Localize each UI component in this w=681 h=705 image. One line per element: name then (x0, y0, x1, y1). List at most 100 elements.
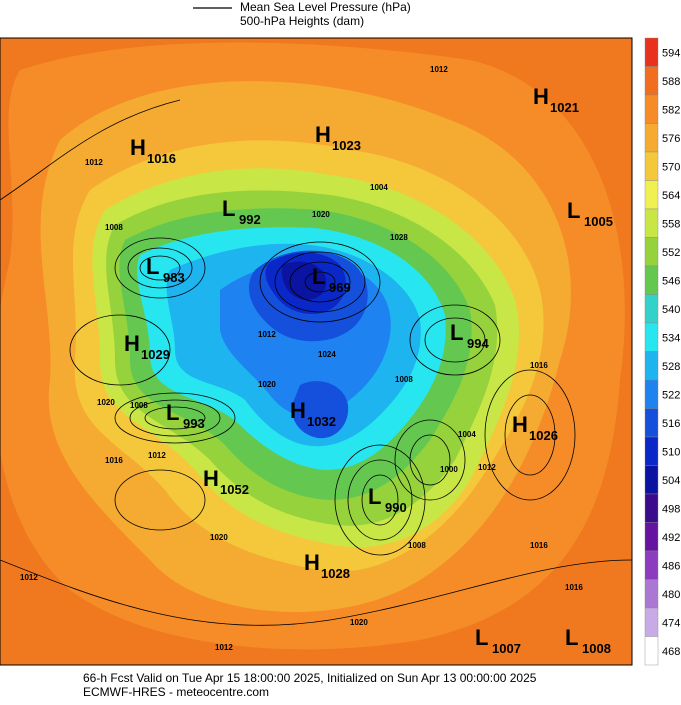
colorbar-tick-label: 528 (662, 361, 680, 373)
isobar-label: 1024 (318, 350, 336, 359)
center-value: 1023 (332, 138, 361, 153)
isobar-label: 1016 (530, 361, 548, 370)
center-kind: L (312, 264, 325, 289)
colorbar-segment (644, 94, 659, 124)
colorbar-segment (644, 322, 659, 352)
center-kind: L (368, 484, 381, 509)
colorbar-tick-label: 492 (662, 532, 680, 544)
colorbar-segment (644, 636, 659, 666)
colorbar-tick-label: 522 (662, 389, 680, 401)
center-value: 1026 (529, 428, 558, 443)
colorbar-segment (644, 237, 659, 267)
isobar-label: 1020 (258, 380, 276, 389)
colorbar-tick-label: 468 (662, 646, 680, 658)
center-kind: L (450, 320, 463, 345)
isobar-label: 1012 (430, 65, 448, 74)
height-band (291, 381, 349, 439)
center-kind: H (315, 122, 331, 147)
center-value: 1005 (584, 214, 613, 229)
isobar-label: 1016 (105, 456, 123, 465)
isobar-label: 1012 (258, 330, 276, 339)
colorbar-tick-label: 582 (662, 104, 680, 116)
colorbar-tick-label: 510 (662, 446, 680, 458)
isobar-label: 1004 (370, 183, 388, 192)
isobar-label: 1012 (85, 158, 103, 167)
colorbar: 594 588 582 576 570 564 558 552 546 540 534 528 522 5… (644, 37, 680, 666)
center-kind: H (130, 135, 146, 160)
center-value: 1008 (582, 641, 611, 656)
colorbar-segment (644, 607, 659, 637)
colorbar-tick-label: 498 (662, 503, 680, 515)
colorbar-tick-label: 534 (662, 332, 680, 344)
map-frame (0, 37, 633, 666)
colorbar-tick-label: 576 (662, 133, 680, 145)
colorbar-segment (644, 465, 659, 495)
colorbar-tick-label: 504 (662, 475, 680, 487)
center-value: 1029 (141, 347, 170, 362)
isobar-label: 1028 (390, 233, 408, 242)
isobar-label: 1020 (210, 533, 228, 542)
colorbar-tick-label: 594 (662, 47, 680, 59)
center-kind: L (567, 198, 580, 223)
center-kind: L (565, 625, 578, 650)
isobar-label: 1012 (478, 463, 496, 472)
isobar-label: 1016 (530, 541, 548, 550)
center-value: 969 (329, 280, 351, 295)
colorbar-segment (644, 379, 659, 409)
colorbar-segment (644, 123, 659, 153)
isobar-label: 1008 (105, 223, 123, 232)
colorbar-tick-label: 480 (662, 589, 680, 601)
isobar-label: 1020 (350, 618, 368, 627)
colorbar-segment (644, 408, 659, 438)
colorbar-segment (644, 208, 659, 238)
center-kind: H (290, 398, 306, 423)
isobar-label: 1008 (130, 401, 148, 410)
center-kind: L (146, 254, 159, 279)
colorbar-segment (644, 493, 659, 523)
footer-line: 66-h Fcst Valid on Tue Apr 15 18:00:00 2… (83, 671, 537, 685)
colorbar-tick-label: 564 (662, 190, 680, 202)
center-value: 1007 (492, 641, 521, 656)
colorbar-tick-label: 474 (662, 617, 680, 629)
isobar-label: 1004 (458, 430, 476, 439)
colorbar-segment (644, 37, 659, 67)
colorbar-tick-label: 546 (662, 275, 680, 287)
center-kind: H (124, 331, 140, 356)
center-kind: L (475, 625, 488, 650)
isobar-label: 1012 (20, 573, 38, 582)
colorbar-segment (644, 294, 659, 324)
footer-line: ECMWF-HRES - meteocentre.com (83, 685, 269, 699)
colorbar-segment (644, 66, 659, 96)
map: 1012 1012 1004 1020 1028 1008 1012 1024 1020 1020… (0, 37, 633, 666)
isobar-label: 1008 (408, 541, 426, 550)
colorbar-tick-label: 516 (662, 418, 680, 430)
colorbar-segment (644, 436, 659, 466)
center-kind: H (304, 550, 320, 575)
colorbar-tick-label: 570 (662, 161, 680, 173)
center-kind: L (222, 196, 235, 221)
center-value: 1032 (307, 414, 336, 429)
isobars (0, 99, 632, 626)
center-value: 994 (467, 336, 489, 351)
center-value: 1028 (321, 566, 350, 581)
isobar-labels: 1012 1012 1004 1020 1028 1008 1012 1024 1020 1020… (20, 65, 583, 652)
isobar-label: 1000 (440, 465, 458, 474)
center-kind: H (533, 84, 549, 109)
colorbar-tick-label: 540 (662, 304, 680, 316)
colorbar-segment (644, 351, 659, 381)
center-value: 1052 (220, 482, 249, 497)
colorbar-tick-label: 486 (662, 560, 680, 572)
center-value: 990 (385, 500, 407, 515)
isobar-label: 1020 (97, 398, 115, 407)
colorbar-tick-label: 558 (662, 218, 680, 230)
colorbar-tick-label: 552 (662, 247, 680, 259)
isobar-label: 1020 (312, 210, 330, 219)
center-kind: L (166, 400, 179, 425)
center-kind: H (512, 412, 528, 437)
isobar-label: 1012 (215, 643, 233, 652)
colorbar-segment (644, 550, 659, 580)
colorbar-segment (644, 180, 659, 210)
isobar-label: 1008 (395, 375, 413, 384)
